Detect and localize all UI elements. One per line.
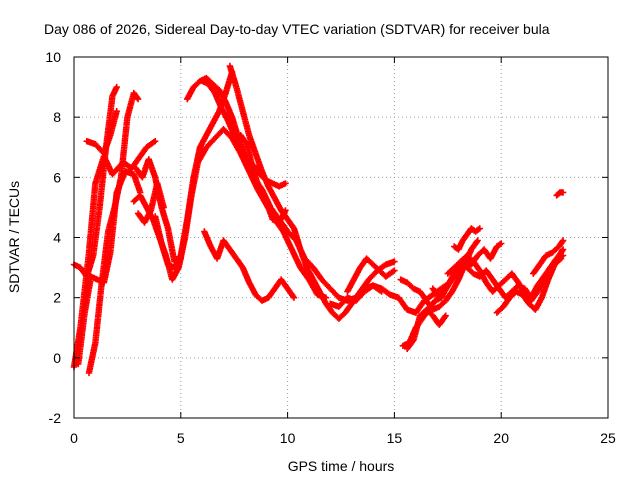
data-point-marks bbox=[451, 225, 483, 253]
series-track-14 bbox=[201, 228, 298, 304]
series-track-21 bbox=[429, 240, 505, 301]
y-tick-labels: -2 0 2 4 6 8 10 bbox=[45, 49, 61, 426]
series-track-10 bbox=[199, 77, 289, 190]
data-point-marks bbox=[493, 255, 565, 316]
series-track-24 bbox=[530, 237, 567, 277]
data-marks bbox=[70, 62, 567, 377]
data-point-marks bbox=[199, 77, 289, 190]
y-tick-label: 0 bbox=[53, 350, 61, 366]
series-track-12 bbox=[134, 180, 167, 226]
y-tick-label: 8 bbox=[53, 109, 61, 125]
axis-ticks bbox=[73, 56, 609, 419]
y-tick-label: -2 bbox=[49, 410, 62, 426]
data-point-marks bbox=[344, 255, 398, 295]
series-track-22 bbox=[493, 255, 565, 316]
series-track-23 bbox=[451, 225, 483, 253]
series-track-15 bbox=[344, 255, 398, 295]
series-track-5 bbox=[83, 108, 120, 157]
data-point-marks bbox=[404, 306, 449, 352]
data-point-marks bbox=[85, 89, 142, 377]
data-point-marks bbox=[184, 74, 385, 304]
data-point-marks bbox=[237, 132, 289, 226]
series-track-25 bbox=[553, 189, 567, 199]
y-tick-label: 6 bbox=[53, 169, 61, 185]
y-tick-label: 2 bbox=[53, 290, 61, 306]
x-tick-labels: 0 5 10 15 20 25 bbox=[70, 430, 616, 446]
x-tick-label: 15 bbox=[387, 430, 403, 446]
data-point-marks bbox=[134, 180, 167, 226]
y-tick-label: 4 bbox=[53, 230, 61, 246]
chart-title: Day 086 of 2026, Sidereal Day-to-day VTE… bbox=[44, 21, 550, 37]
x-tick-label: 0 bbox=[70, 430, 78, 446]
x-axis-label: GPS time / hours bbox=[288, 458, 395, 474]
data-point-marks bbox=[553, 189, 567, 199]
data-point-marks bbox=[201, 228, 298, 304]
x-tick-label: 20 bbox=[493, 430, 509, 446]
x-tick-label: 5 bbox=[177, 430, 185, 446]
data-point-marks bbox=[152, 213, 184, 271]
x-tick-label: 25 bbox=[600, 430, 616, 446]
series-track-8 bbox=[184, 74, 385, 304]
data-point-marks bbox=[429, 240, 505, 301]
grid-lines bbox=[74, 57, 608, 418]
y-axis-label: SDTVAR / TECUs bbox=[6, 181, 22, 293]
series-track-4 bbox=[85, 89, 142, 377]
series-track-11 bbox=[237, 132, 289, 226]
x-tick-label: 10 bbox=[280, 430, 296, 446]
y-tick-label: 10 bbox=[45, 49, 61, 65]
data-point-marks bbox=[83, 108, 120, 157]
data-point-marks bbox=[530, 237, 567, 277]
series-track-19 bbox=[404, 306, 449, 352]
series-track-13 bbox=[152, 213, 184, 271]
